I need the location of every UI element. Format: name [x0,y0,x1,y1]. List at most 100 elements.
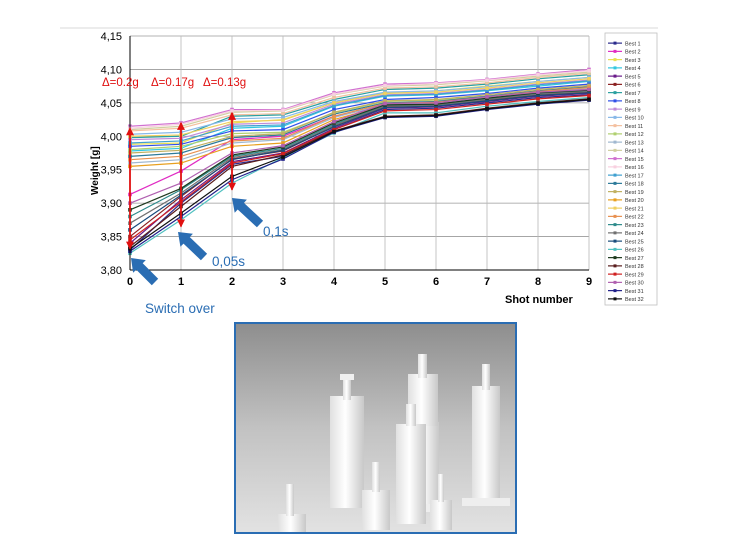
cartridge-5 [278,462,452,532]
legend-marker [613,239,617,243]
legend-entry: Best 19 [625,190,644,196]
data-point [536,83,540,87]
legend-entry: Best 23 [625,223,644,229]
data-point [332,107,336,112]
data-point [587,85,591,90]
data-point [434,107,438,112]
legend-entry: Best 27 [625,256,644,262]
legend-marker [613,107,617,111]
legend-entry: Best 25 [625,239,644,245]
spread-arrow-head-up [126,127,134,136]
data-point [383,99,387,103]
legend-entry: Best 8 [625,99,641,105]
data-point [332,129,336,134]
product-photo [234,322,517,534]
x-tick-label: 8 [535,276,541,288]
data-point [383,86,387,90]
data-point [434,113,438,118]
legend-entry: Best 13 [625,140,644,146]
data-point [587,76,591,81]
data-point [332,119,336,124]
data-point [536,93,540,98]
series-line [129,92,590,231]
series-line [129,84,590,154]
legend-marker [613,49,617,53]
data-point [485,102,489,106]
data-point [332,110,336,115]
data-point [485,78,489,82]
series-line [129,94,590,251]
y-tick-label: 4,05 [101,98,122,110]
data-point [332,103,336,108]
legend-marker [613,206,617,210]
legend-marker [613,74,617,78]
data-point [485,99,489,103]
series-line [129,79,590,141]
series-line [129,89,590,211]
series-line [129,98,590,250]
legend-entry: Best 3 [625,58,641,64]
data-point [587,91,591,95]
legend-entry: Best 21 [625,206,644,212]
data-point [587,83,591,88]
data-point [434,95,438,100]
data-point [434,92,438,96]
cartridge-1 [330,374,364,508]
series-line [129,90,590,224]
data-point [485,104,489,108]
delta-label: Δ=0.2g [102,77,139,89]
cartridge-4 [396,404,426,524]
legend-marker [613,272,617,276]
y-tick-label: 3,80 [101,265,122,277]
series-line [129,76,590,135]
delta-label: Δ=0.13g [203,77,246,89]
data-point [434,90,438,94]
legend-entry: Best 22 [625,215,644,221]
series-line [129,80,590,152]
x-tick-label: 7 [484,276,490,288]
data-point [536,72,540,77]
series-line [129,70,590,129]
annotations: Δ=0.2g Δ=0.17g Δ=0.13g Switch over 0,05s 0,1s [102,77,289,316]
legend-marker [613,181,617,185]
legend-entry: Best 20 [625,198,644,204]
data-point [383,101,387,106]
blue-block-arrow [178,232,208,261]
legend-marker [613,165,617,169]
data-point [281,155,285,159]
legend-marker [613,124,617,128]
data-point [281,123,285,127]
data-point [485,95,489,99]
series-line [129,83,590,147]
series-line [129,96,590,254]
data-point [485,88,489,92]
cartridge-3 [408,354,510,506]
legend-entry: Best 15 [625,157,644,163]
data-point [485,81,489,85]
legend-marker [613,140,617,144]
y-tick-label: 3,90 [101,198,122,210]
legend-marker [613,148,617,152]
data-point [434,101,438,105]
series-line [129,99,590,252]
series-line [129,86,590,157]
data-point [281,111,285,116]
data-point [281,157,285,161]
shot-weight-chart: 3,80 3,85 3,90 3,95 4,00 4,05 4,10 4,15 0 1 2 3 4 5 6 7… [60,27,658,316]
legend-entry: Best 4 [625,66,641,72]
legend-marker [613,190,617,194]
data-point [536,81,540,85]
data-point [332,95,336,100]
legend-entry: Best 9 [625,107,641,113]
legend-marker [613,256,617,260]
data-point [332,125,336,129]
legend-marker [613,173,617,177]
data-point [536,97,540,101]
data-point [587,68,591,73]
legend-entry: Best 2 [625,50,641,56]
legend-entry: Best 6 [625,83,641,89]
arrow-label: Switch over [145,301,215,316]
legend-marker [613,82,617,86]
legend-entry: Best 30 [625,281,644,287]
legend-marker [613,231,617,235]
